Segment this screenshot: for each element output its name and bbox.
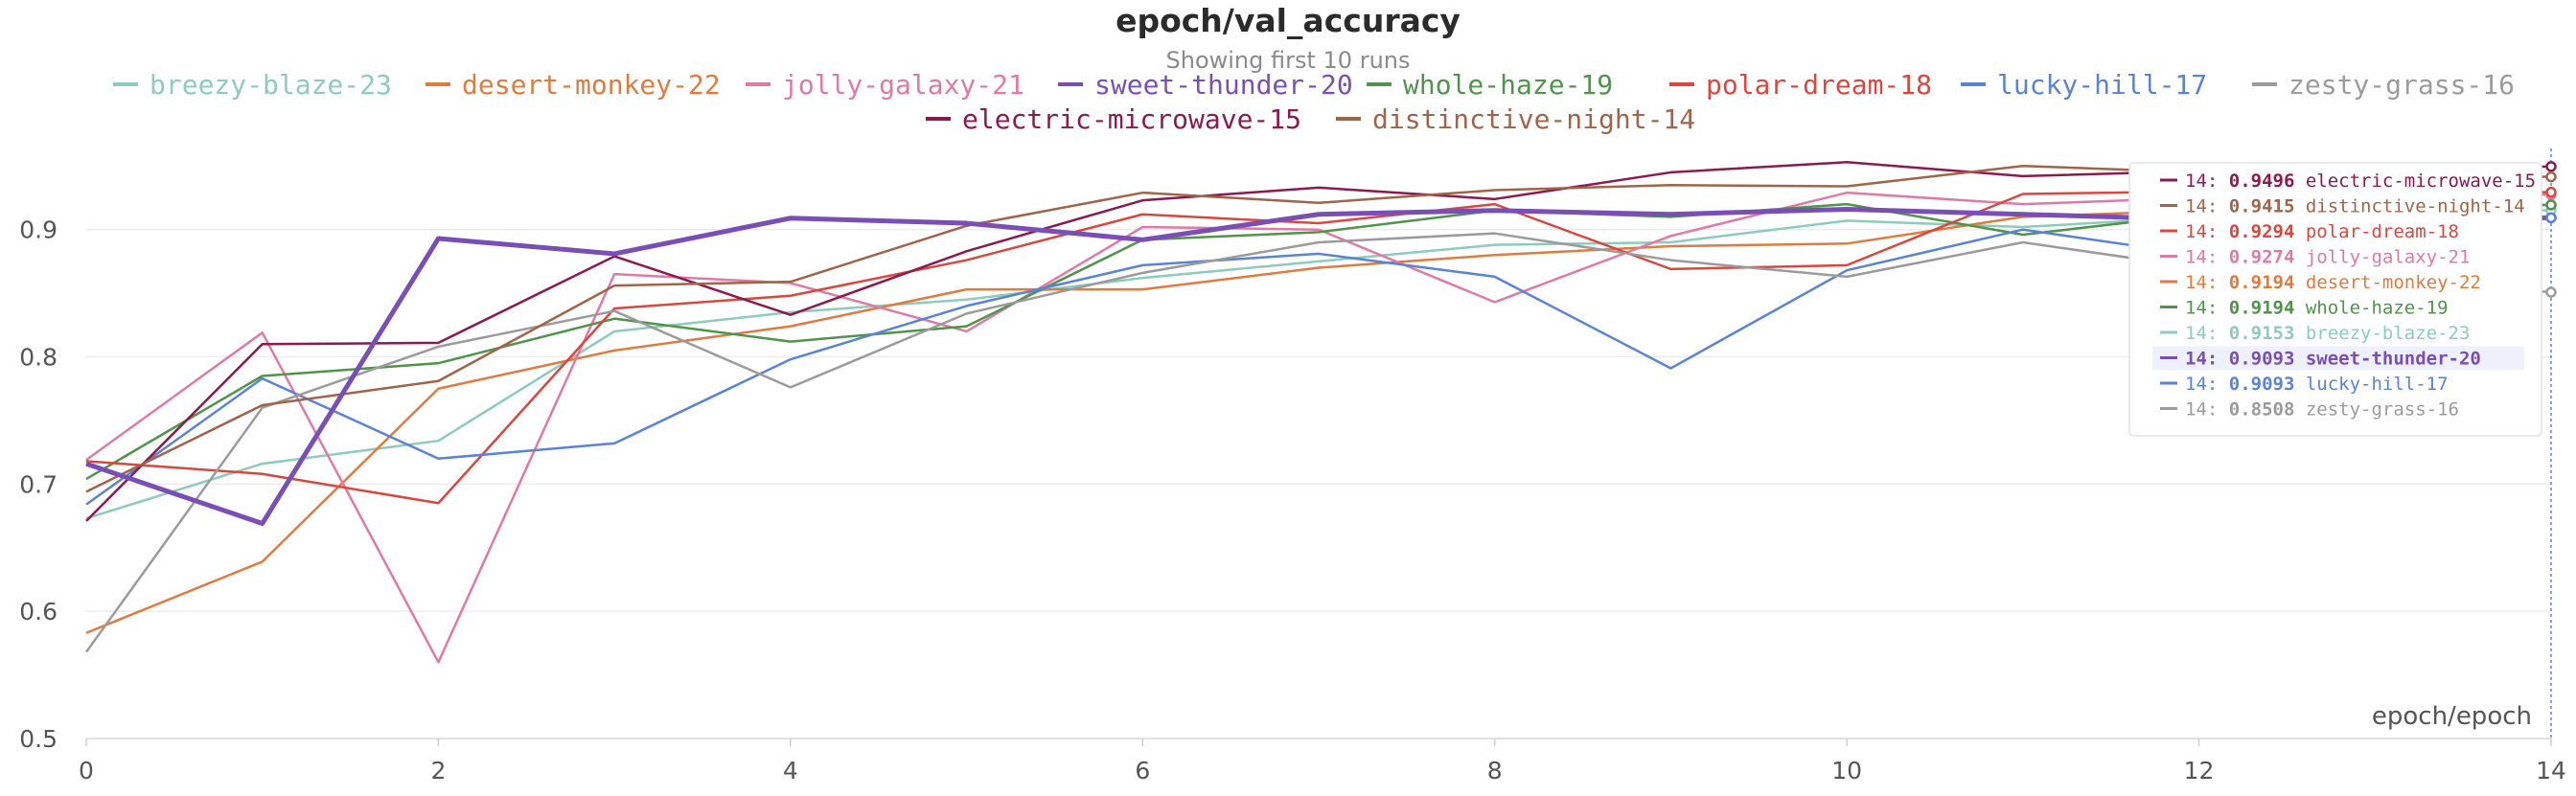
hover-point-lucky-hill-17 xyxy=(2545,212,2557,224)
tooltip-step: 14: xyxy=(2185,349,2229,370)
legend-label: lucky-hill-17 xyxy=(1997,69,2207,101)
legend-label: desert-monkey-22 xyxy=(462,69,721,101)
legend-item-desert-monkey-22[interactable]: desert-monkey-22 xyxy=(426,69,721,101)
tooltip-value: 0.9274 xyxy=(2229,247,2295,268)
legend-label: polar-dream-18 xyxy=(1706,69,1932,101)
legend-label: breezy-blaze-23 xyxy=(150,69,392,101)
tooltip-step: 14: xyxy=(2185,221,2229,242)
legend-item-lucky-hill-17[interactable]: lucky-hill-17 xyxy=(1961,69,2207,101)
tooltip-step: 14: xyxy=(2185,196,2229,217)
legend-item-sweet-thunder-20[interactable]: sweet-thunder-20 xyxy=(1058,69,1353,101)
hover-point-polar-dream-18 xyxy=(2545,186,2557,198)
legend-item-distinctive-night-14[interactable]: distinctive-night-14 xyxy=(1336,103,1695,135)
tooltip-step: 14: xyxy=(2185,323,2229,344)
tooltip-run-name: zesty-grass-16 xyxy=(2294,399,2459,421)
tooltip-step: 14: xyxy=(2185,399,2229,421)
hover-markers xyxy=(2545,148,2557,739)
x-tick-label: 2 xyxy=(430,757,446,785)
tooltip-value: 0.9194 xyxy=(2229,298,2295,319)
x-tick-label: 14 xyxy=(2536,757,2566,785)
hover-point-electric-microwave-15 xyxy=(2545,161,2557,172)
y-tick-label: 0.8 xyxy=(19,344,58,372)
legend-label: distinctive-night-14 xyxy=(1372,103,1695,135)
legend-item-breezy-blaze-23[interactable]: breezy-blaze-23 xyxy=(113,69,392,101)
legend-item-polar-dream-18[interactable]: polar-dream-18 xyxy=(1669,69,1932,101)
legend-item-zesty-grass-16[interactable]: zesty-grass-16 xyxy=(2252,69,2515,101)
tooltip-step: 14: xyxy=(2185,247,2229,268)
tooltip-step: 14: xyxy=(2185,298,2229,319)
legend-item-electric-microwave-15[interactable]: electric-microwave-15 xyxy=(926,103,1301,135)
tooltip-row-breezy-blaze-23: 14: 0.9153 breezy-blaze-23 xyxy=(2160,323,2470,344)
tooltip-text: 14: 0.9194 whole-haze-19 xyxy=(2185,298,2449,319)
y-tick-label: 0.5 xyxy=(19,725,58,753)
tooltip-run-name: distinctive-night-14 xyxy=(2294,196,2524,217)
tooltip-step: 14: xyxy=(2185,171,2229,192)
x-tick-label: 4 xyxy=(783,757,798,785)
x-tick-label: 12 xyxy=(2184,757,2215,785)
tooltip-run-name: lucky-hill-17 xyxy=(2294,374,2448,395)
tooltip-value: 0.9093 xyxy=(2229,374,2295,395)
tooltip-run-name: breezy-blaze-23 xyxy=(2294,323,2470,344)
tooltip-step: 14: xyxy=(2185,374,2229,395)
legend-label: sweet-thunder-20 xyxy=(1094,69,1353,101)
legend-label: electric-microwave-15 xyxy=(962,103,1301,135)
axes: 0.5 0.6 0.7 0.8 0.9 0 2 4 6 8 10 12 14 xyxy=(19,216,2566,785)
x-tick-label: 6 xyxy=(1135,757,1150,785)
tooltip-value: 0.9294 xyxy=(2229,221,2295,242)
tooltip-row-sweet-thunder-20: 14: 0.9093 sweet-thunder-20 xyxy=(2152,346,2524,371)
tooltip-row-zesty-grass-16: 14: 0.8508 zesty-grass-16 xyxy=(2160,399,2459,421)
legend: breezy-blaze-23 desert-monkey-22 jolly-gal… xyxy=(113,69,2515,135)
tooltip-text: 14: 0.9496 electric-microwave-15 xyxy=(2185,171,2536,192)
legend-label: jolly-galaxy-21 xyxy=(782,69,1024,101)
tooltip-value: 0.9415 xyxy=(2229,196,2295,217)
hover-point-zesty-grass-16 xyxy=(2545,286,2557,298)
y-tick-label: 0.6 xyxy=(19,598,58,625)
legend-label: whole-haze-19 xyxy=(1403,69,1613,101)
tooltip-row-distinctive-night-14: 14: 0.9415 distinctive-night-14 xyxy=(2160,196,2525,217)
tooltip-run-name: jolly-galaxy-21 xyxy=(2294,247,2470,268)
legend-item-jolly-galaxy-21[interactable]: jolly-galaxy-21 xyxy=(746,69,1024,101)
x-tick-label: 10 xyxy=(1831,757,1862,785)
tooltip-text: 14: 0.9093 sweet-thunder-20 xyxy=(2185,349,2481,370)
tooltip-row-whole-haze-19: 14: 0.9194 whole-haze-19 xyxy=(2160,298,2449,319)
tooltip-step: 14: xyxy=(2185,272,2229,293)
chart-title: epoch/val_accuracy xyxy=(1116,2,1460,39)
x-tick-label: 0 xyxy=(79,757,94,785)
tooltip-text: 14: 0.8508 zesty-grass-16 xyxy=(2185,399,2459,421)
tooltip-run-name: sweet-thunder-20 xyxy=(2294,349,2480,370)
tooltip-row-polar-dream-18: 14: 0.9294 polar-dream-18 xyxy=(2160,221,2459,242)
legend-label: zesty-grass-16 xyxy=(2288,69,2515,101)
tooltip-value: 0.9496 xyxy=(2229,171,2295,192)
legend-item-whole-haze-19[interactable]: whole-haze-19 xyxy=(1367,69,1613,101)
x-axis-title: epoch/epoch xyxy=(2372,702,2532,731)
tooltip-text: 14: 0.9294 polar-dream-18 xyxy=(2185,221,2459,242)
tooltip-run-name: whole-haze-19 xyxy=(2294,298,2448,319)
tooltip-row-electric-microwave-15: 14: 0.9496 electric-microwave-15 xyxy=(2160,171,2536,192)
tooltip-value: 0.9194 xyxy=(2229,272,2295,293)
tooltip-run-name: desert-monkey-22 xyxy=(2294,272,2480,293)
tooltip-row-desert-monkey-22: 14: 0.9194 desert-monkey-22 xyxy=(2160,272,2481,293)
tooltip-text: 14: 0.9415 distinctive-night-14 xyxy=(2185,196,2525,217)
tooltip-text: 14: 0.9274 jolly-galaxy-21 xyxy=(2185,247,2470,268)
y-tick-label: 0.9 xyxy=(19,216,58,244)
tooltip-text: 14: 0.9194 desert-monkey-22 xyxy=(2185,272,2481,293)
tooltip-run-name: electric-microwave-15 xyxy=(2294,171,2536,192)
hover-point-whole-haze-19 xyxy=(2545,199,2557,211)
tooltip-run-name: polar-dream-18 xyxy=(2294,221,2459,242)
hover-point-distinctive-night-14 xyxy=(2545,171,2557,183)
x-tick-label: 8 xyxy=(1487,757,1503,785)
tooltip-row-highlight xyxy=(2152,346,2524,371)
tooltip-text: 14: 0.9153 breezy-blaze-23 xyxy=(2185,323,2470,344)
tooltip-text: 14: 0.9093 lucky-hill-17 xyxy=(2185,374,2449,395)
tooltip-value: 0.9153 xyxy=(2229,323,2295,344)
chart-subtitle: Showing first 10 runs xyxy=(1166,47,1411,74)
tooltip-row-jolly-galaxy-21: 14: 0.9274 jolly-galaxy-21 xyxy=(2160,247,2470,268)
tooltip-value: 0.8508 xyxy=(2229,399,2295,421)
tooltip-row-lucky-hill-17: 14: 0.9093 lucky-hill-17 xyxy=(2160,374,2449,395)
y-tick-label: 0.7 xyxy=(19,470,58,498)
tooltip-value: 0.9093 xyxy=(2229,349,2295,370)
